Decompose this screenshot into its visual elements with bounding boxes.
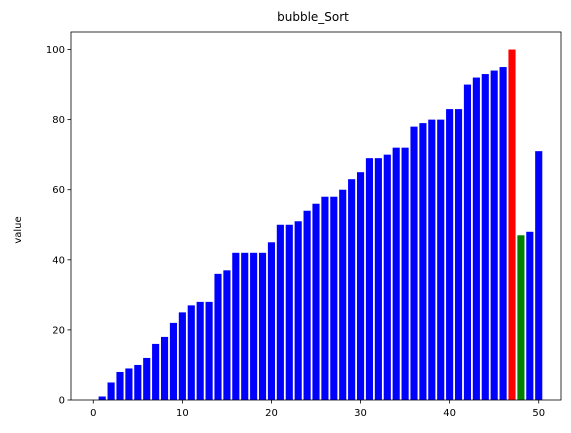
bar [187,305,195,400]
bar [437,119,445,401]
bar [107,382,115,400]
bar [312,203,320,400]
bars-group [98,49,543,401]
bar [214,273,222,400]
y-tick-label: 100 [46,45,65,56]
bar [294,221,302,400]
bar [499,67,507,401]
bar [178,312,186,400]
bar [303,210,311,400]
bar [401,147,409,400]
bar [356,172,365,400]
y-tick-label: 40 [52,255,65,266]
bar [526,231,534,400]
bar [517,235,525,400]
y-tick-label: 60 [52,185,65,196]
bar [454,109,463,400]
bar [98,396,106,400]
x-tick-label: 50 [532,408,545,419]
bar [321,196,329,400]
x-axis-ticks: 0 10 20 30 40 50 [90,400,545,419]
x-tick-label: 20 [265,408,278,419]
bar [205,301,213,400]
bar [535,151,543,400]
bar [134,364,142,400]
bar [276,224,284,400]
bar [152,343,160,400]
y-tick-label: 80 [52,115,65,126]
bar [116,371,124,400]
bar [241,252,249,400]
bar [223,270,231,400]
x-tick-label: 40 [443,408,456,419]
bar [392,147,400,400]
bar [196,301,204,400]
bar [490,70,498,401]
y-tick-label: 0 [59,396,65,407]
y-axis-ticks: 0 20 40 60 80 100 [46,45,71,407]
bar [143,357,151,400]
chart-title: bubble_Sort [277,10,349,24]
bar [410,126,418,400]
y-tick-label: 20 [52,325,65,336]
bar [374,158,382,400]
bar [125,368,133,400]
bar [428,119,436,401]
y-axis-label: value [13,216,24,243]
bar [258,252,267,400]
x-tick-label: 10 [176,408,189,419]
bar [472,77,480,400]
bar [267,242,276,400]
bar [446,109,454,400]
bar [232,252,240,400]
bar [330,196,338,400]
bar [169,322,178,400]
bar [160,336,169,400]
bar [348,179,356,400]
bar [383,154,391,400]
bar [250,252,258,400]
plot-frame [70,31,562,401]
bar [508,49,516,401]
bar [463,84,472,400]
x-tick-label: 30 [354,408,367,419]
bar [339,189,347,400]
x-tick-label: 0 [90,408,96,419]
bar [481,74,489,400]
bar [419,123,427,401]
bar [285,224,293,400]
bar [365,158,374,400]
